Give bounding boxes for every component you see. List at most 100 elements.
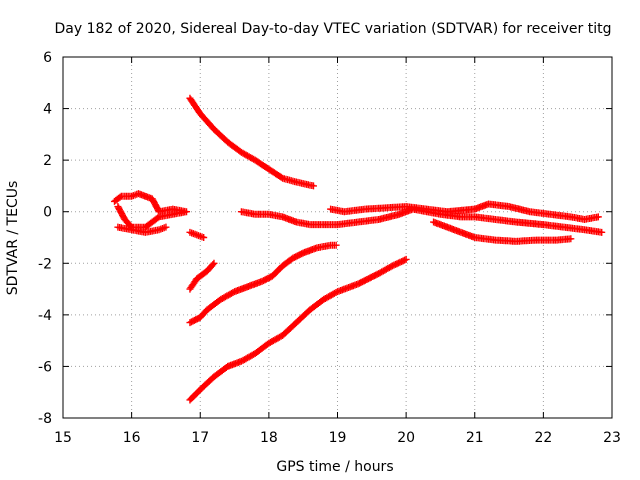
plot-frame [62,56,613,419]
data-point-trail [112,193,124,204]
series-arc-ascending-middle [186,241,340,327]
series-arc-center-left [110,190,191,231]
data-point-trail [294,218,312,228]
data-point-trail [211,126,230,145]
data-point-trail [270,263,285,279]
data-point-trail [194,268,210,282]
x-tick-label: 22 [534,430,552,446]
data-point-trail [143,219,155,230]
data-point-trail [280,255,296,269]
data-point-trail [260,273,275,285]
data-point [594,213,602,221]
data-point-trail [335,281,360,295]
data-point-trail [225,139,244,155]
data-point-trail [198,374,217,392]
data-point-trail [150,214,162,225]
y-tick-label: -8 [38,411,52,427]
data-point-trail [157,224,168,233]
y-axis-label: SDTVAR / TECUs [5,181,21,296]
data-point-trail [527,208,552,218]
y-tick-label: -4 [38,308,52,324]
data-point-trail [486,200,511,210]
data-point-trail [541,221,566,231]
data-point-trail [290,250,306,261]
ticks: 15 16 17 18 19 20 21 22 23 -8 -6 -4 -2 0 2 4 6 [38,50,621,446]
x-tick-label: 20 [397,430,415,446]
data-points [110,94,606,404]
data-point-trail [187,96,203,116]
data-point-trail [187,276,200,292]
data-point-trail [562,223,587,233]
y-tick-label: -6 [38,359,52,375]
x-tick-label: 19 [329,430,347,446]
data-point-trail [294,307,313,325]
data-point-trail [129,190,141,200]
x-tick-label: 17 [191,430,209,446]
data-point-trail [328,206,347,215]
data-point [598,228,606,236]
x-tick-label: 18 [260,430,278,446]
data-point-trail [187,387,203,403]
series-arc-center-upper-right [327,200,602,223]
data-point [162,223,170,231]
series-arc-ascending-bottom [186,255,410,404]
y-tick-label: -2 [38,256,52,272]
data-point-trail [204,261,217,274]
data-point-trail [218,289,237,302]
data-point-trail [115,204,128,222]
data-point-trail [187,314,203,326]
data-point-trail [211,364,230,380]
series-arc-center-main [237,205,606,236]
data-point-trail [376,263,395,277]
data-point-trail [514,218,546,228]
data-point [402,255,410,263]
data-point-trail [315,242,333,251]
y-tick-label: 2 [43,153,52,169]
data-point-trail [157,211,175,220]
data-point-trail [356,270,381,287]
x-tick-label: 23 [603,430,621,446]
data-point-trail [335,218,360,228]
data-point-trail [239,149,258,163]
data-point-trail [342,205,367,215]
data-point-trail [266,166,285,181]
data-point-trail [376,211,402,223]
data-point-trail [582,213,601,223]
data-point-trail [129,226,148,236]
data-point-trail [197,307,210,320]
data-point-trail [329,241,338,249]
x-tick-label: 21 [466,430,484,446]
data-point-trail [473,213,498,223]
data-point-trail [321,289,340,302]
data-point-trail [266,332,285,346]
data-point-trail [493,216,518,226]
series-arc-descending-top [186,94,317,190]
data-point-trail [149,196,162,214]
series-arc-center-lower-right [430,218,575,245]
series-arc-short-left-ascending [186,259,218,293]
y-tick-label: 0 [43,205,52,221]
data-point [309,182,317,190]
data-point-trail [307,296,326,313]
x-tick-label: 15 [54,430,72,446]
data-point-trail [253,340,271,356]
data-point-trail [582,226,604,236]
data-point-trail [548,211,573,221]
data-point [114,203,122,211]
data-point [210,259,218,267]
series-arc-small-17 [186,228,208,241]
data-point-trail [473,234,498,244]
data-point-trail [356,216,381,226]
data-point [200,234,208,241]
data-point [567,235,575,243]
x-tick-label: 16 [123,430,141,446]
data-point [388,262,396,270]
y-tick-label: 6 [43,50,52,66]
data-point-trail [267,211,285,220]
y-tick-label: 4 [43,102,52,118]
data-point [332,241,340,249]
data-point-trail [205,296,223,313]
data-point-trail [239,208,257,218]
data-point-trail [507,203,532,215]
